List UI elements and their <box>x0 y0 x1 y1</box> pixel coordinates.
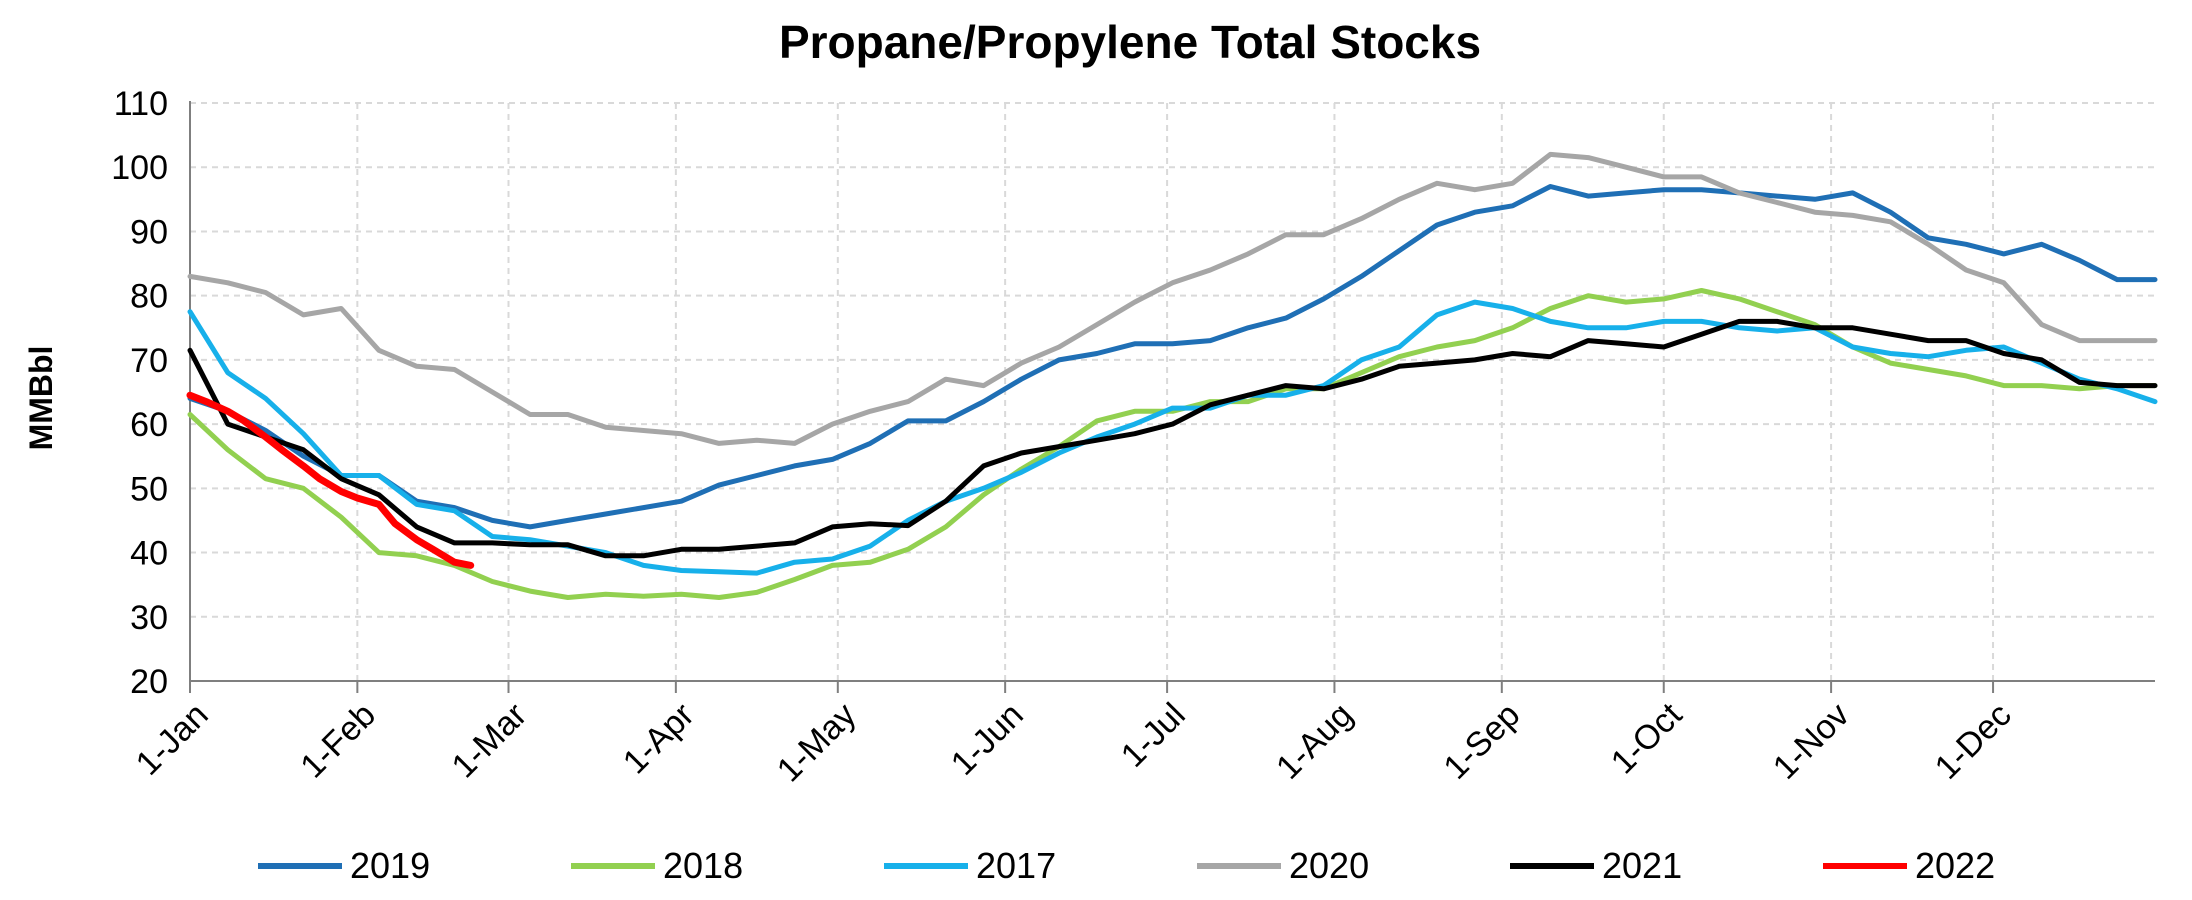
series-line-2021 <box>187 318 2158 559</box>
legend-label-2019: 2019 <box>350 845 430 886</box>
y-tick-label: 90 <box>130 213 168 251</box>
y-tick-label: 20 <box>130 663 168 701</box>
legend-label-2021: 2021 <box>1602 845 1682 886</box>
legend: 2019 2018 2017 2020 2021 2022 <box>258 845 1995 886</box>
y-tick-label: 70 <box>130 342 168 380</box>
legend-label-2017: 2017 <box>976 845 1056 886</box>
y-tick-label: 40 <box>130 535 168 573</box>
series-line-2020 <box>187 151 2158 446</box>
y-tick-label: 50 <box>130 470 168 508</box>
legend-label-2020: 2020 <box>1289 845 1369 886</box>
legend-label-2022: 2022 <box>1915 845 1995 886</box>
y-axis-label: MMBbl <box>23 346 59 451</box>
y-tick-label: 30 <box>130 599 168 637</box>
series-line-2022 <box>186 391 475 569</box>
y-tick-label: 80 <box>130 278 168 316</box>
y-tick-label: 110 <box>114 85 168 123</box>
series-layer <box>186 151 2158 600</box>
series-line-2019 <box>187 184 2158 530</box>
y-tick-label: 100 <box>111 149 168 187</box>
series-line-2017 <box>187 299 2158 576</box>
legend-label-2018: 2018 <box>663 845 743 886</box>
chart-title: Propane/Propylene Total Stocks <box>779 16 1481 68</box>
y-tick-label: 60 <box>130 406 168 444</box>
